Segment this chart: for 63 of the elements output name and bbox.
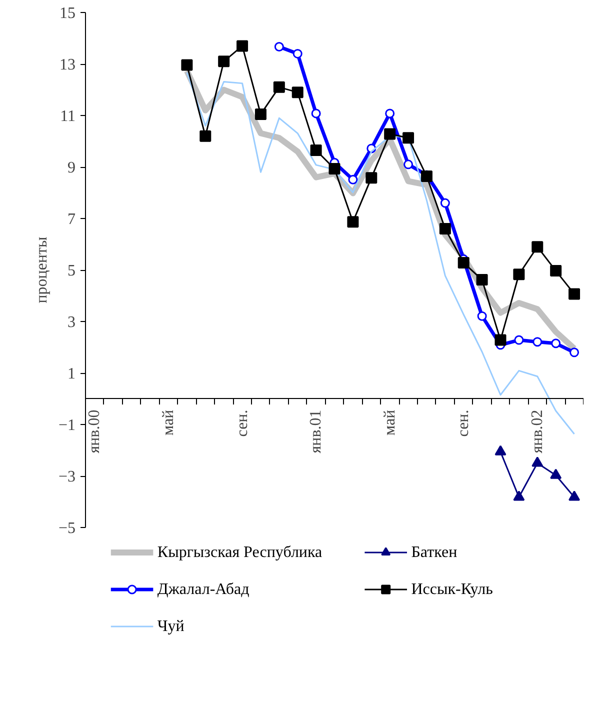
legend-label: Чуй [157, 618, 185, 635]
point [181, 59, 193, 71]
legend-label: Кыргызская Республика [157, 544, 322, 561]
y-tick-label: 11 [60, 108, 76, 125]
point [439, 223, 451, 235]
point [494, 445, 506, 456]
x-tick-label: май [381, 409, 398, 436]
point [513, 268, 525, 280]
point [532, 241, 544, 253]
point [550, 265, 562, 277]
point [570, 348, 580, 358]
point [420, 170, 432, 182]
point [402, 132, 414, 144]
point [551, 338, 561, 348]
point [200, 130, 212, 142]
legend-label: Баткен [411, 544, 458, 561]
point [384, 128, 396, 140]
point [347, 216, 359, 228]
point [494, 334, 506, 346]
point [348, 174, 358, 184]
point [385, 108, 395, 118]
y-tick-label: −3 [58, 468, 76, 486]
x-tick-label: сен. [455, 410, 472, 437]
legend-label: Иссык-Куль [411, 581, 493, 598]
point [273, 81, 285, 93]
point [292, 86, 304, 98]
x-tick-label: сен. [234, 410, 251, 437]
point [310, 144, 322, 156]
x-tick-label: янв.02 [528, 410, 546, 454]
y-tick-label: −5 [58, 520, 76, 537]
legend-label: Джалал-Абад [157, 581, 250, 598]
point [514, 335, 524, 345]
point [366, 172, 378, 184]
point [440, 198, 450, 208]
y-axis-title: проценты [33, 236, 50, 304]
x-tick-label: янв.00 [86, 410, 104, 454]
y-tick-label: 15 [60, 5, 76, 22]
point [254, 108, 266, 120]
y-tick-label: 9 [68, 160, 76, 176]
point [477, 311, 487, 321]
y-tick-label: 13 [60, 56, 76, 74]
y-tick-label: 3 [68, 314, 76, 331]
point [532, 337, 542, 347]
point [532, 456, 544, 467]
y-tick-label: −1 [58, 417, 76, 434]
y-tick-label: 7 [68, 211, 76, 228]
point [513, 490, 525, 501]
point [328, 163, 340, 175]
point [404, 160, 414, 170]
point [550, 468, 562, 479]
point [568, 288, 580, 300]
point [476, 274, 488, 286]
point [568, 490, 580, 501]
point [236, 40, 248, 52]
point [218, 56, 230, 68]
point [292, 48, 302, 58]
x-tick-label: янв.01 [308, 410, 325, 454]
point [274, 42, 284, 52]
y-tick-label: 5 [68, 262, 76, 280]
point [311, 108, 321, 118]
point [458, 257, 470, 269]
y-tick-label: 1 [68, 366, 76, 382]
x-tick-label: май [160, 409, 177, 436]
